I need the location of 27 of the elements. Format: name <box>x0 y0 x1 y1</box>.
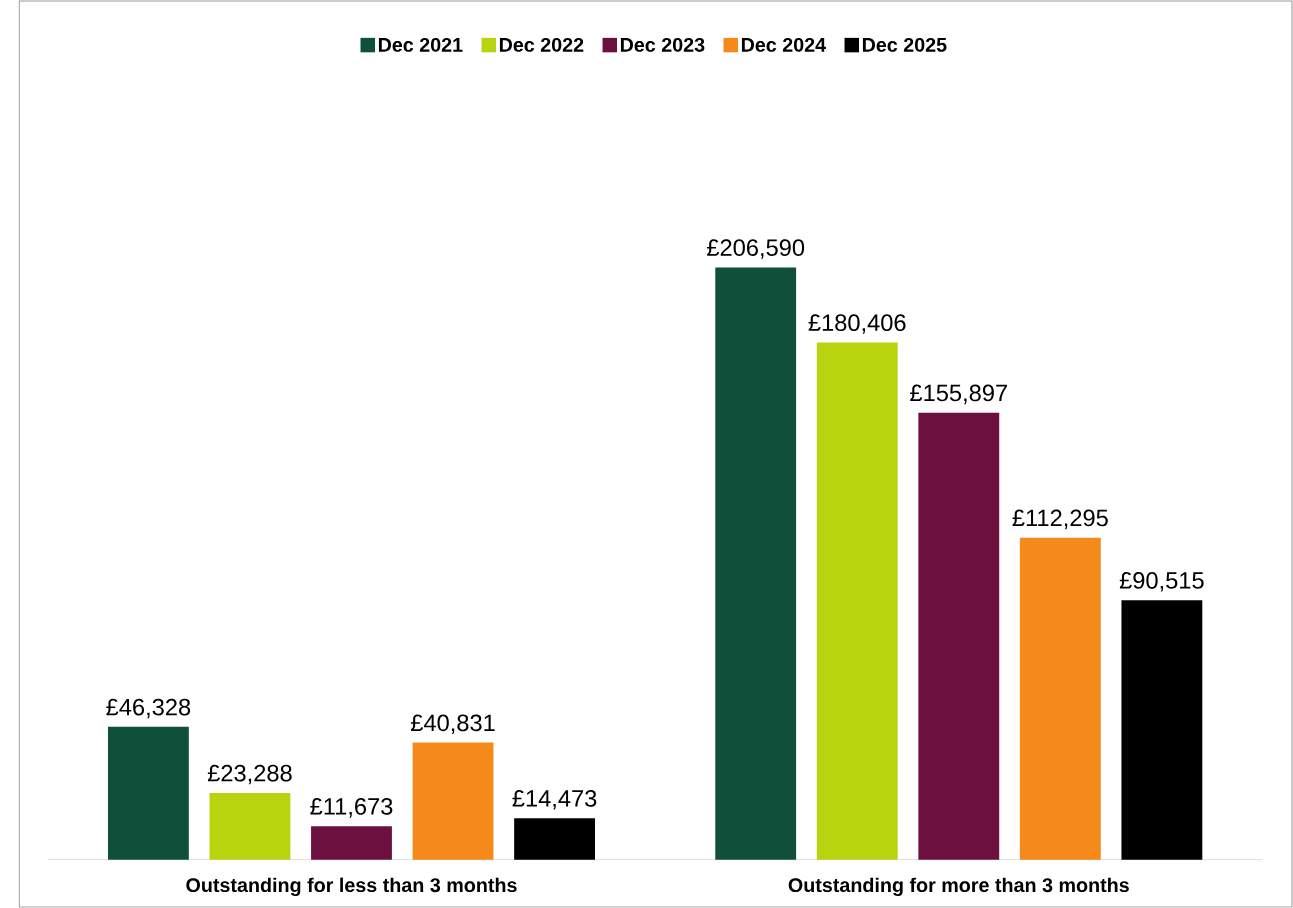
legend-label: Dec 2024 <box>741 37 826 52</box>
legend-label: Dec 2022 <box>499 37 584 52</box>
bar <box>209 792 291 860</box>
data-label: £14,473 <box>512 790 597 810</box>
x-tick-label: Outstanding for more than 3 months <box>788 877 1129 897</box>
bar <box>107 726 189 860</box>
bar <box>1121 600 1203 860</box>
data-label: £40,831 <box>410 714 495 735</box>
data-label: £46,328 <box>106 698 191 719</box>
bar <box>514 818 596 860</box>
data-label: £90,515 <box>1119 572 1204 592</box>
x-tick-label: Outstanding for less than 3 months <box>186 877 517 897</box>
data-label: £11,673 <box>310 798 393 818</box>
data-label: £206,590 <box>707 239 805 259</box>
bar <box>1019 537 1101 860</box>
bar <box>311 826 392 860</box>
data-label: £155,897 <box>910 384 1007 405</box>
data-label: £23,288 <box>207 764 292 785</box>
legend-label: Dec 2021 <box>378 37 463 52</box>
legend-label: Dec 2025 <box>862 37 947 52</box>
legend-label: Dec 2023 <box>620 37 705 52</box>
bar <box>918 412 1000 860</box>
bar <box>715 267 797 860</box>
bar <box>816 342 898 860</box>
data-label: £180,406 <box>808 314 906 334</box>
bar <box>412 742 494 860</box>
data-label: £112,295 <box>1012 509 1108 530</box>
